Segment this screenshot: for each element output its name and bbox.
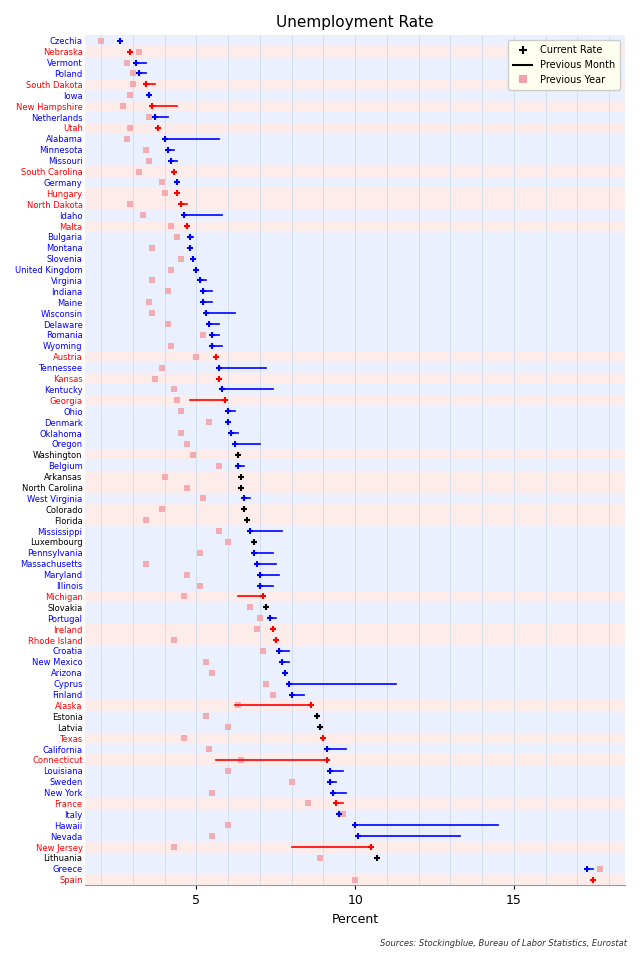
Bar	[85, 482, 625, 493]
Bar	[85, 875, 625, 885]
Bar	[85, 569, 625, 580]
Bar	[85, 711, 625, 722]
Bar	[85, 602, 625, 612]
Bar	[85, 58, 625, 68]
Bar	[85, 645, 625, 657]
Bar	[85, 667, 625, 678]
Bar	[85, 842, 625, 852]
X-axis label: Percent: Percent	[332, 913, 379, 925]
Bar	[85, 395, 625, 406]
Bar	[85, 79, 625, 90]
Bar	[85, 406, 625, 417]
Bar	[85, 732, 625, 744]
Bar	[85, 820, 625, 830]
Bar	[85, 144, 625, 156]
Bar	[85, 264, 625, 276]
Bar	[85, 417, 625, 427]
Bar	[85, 123, 625, 133]
Bar	[85, 101, 625, 111]
Bar	[85, 722, 625, 732]
Bar	[85, 526, 625, 537]
Bar	[85, 341, 625, 351]
Bar	[85, 689, 625, 700]
Bar	[85, 809, 625, 820]
Bar	[85, 427, 625, 439]
Bar	[85, 863, 625, 875]
Bar	[85, 777, 625, 787]
Text: Sources: Stockingblue, Bureau of Labor Statistics, Eurostat: Sources: Stockingblue, Bureau of Labor S…	[380, 939, 627, 948]
Bar	[85, 297, 625, 308]
Bar	[85, 351, 625, 362]
Bar	[85, 286, 625, 297]
Bar	[85, 177, 625, 188]
Bar	[85, 504, 625, 515]
Bar	[85, 156, 625, 166]
Bar	[85, 635, 625, 645]
Bar	[85, 580, 625, 591]
Bar	[85, 798, 625, 809]
Bar	[85, 612, 625, 624]
Bar	[85, 624, 625, 635]
Title: Unemployment Rate: Unemployment Rate	[276, 15, 434, 30]
Bar	[85, 242, 625, 253]
Bar	[85, 493, 625, 504]
Bar	[85, 515, 625, 526]
Bar	[85, 439, 625, 449]
Bar	[85, 460, 625, 471]
Bar	[85, 787, 625, 798]
Bar	[85, 744, 625, 755]
Bar	[85, 657, 625, 667]
Bar	[85, 253, 625, 264]
Bar	[85, 68, 625, 79]
Bar	[85, 559, 625, 569]
Bar	[85, 591, 625, 602]
Bar	[85, 700, 625, 711]
Bar	[85, 133, 625, 144]
Bar	[85, 308, 625, 319]
Bar	[85, 188, 625, 199]
Bar	[85, 678, 625, 689]
Bar	[85, 111, 625, 123]
Bar	[85, 36, 625, 46]
Bar	[85, 276, 625, 286]
Bar	[85, 373, 625, 384]
Legend: Current Rate, Previous Month, Previous Year: Current Rate, Previous Month, Previous Y…	[508, 40, 620, 89]
Bar	[85, 765, 625, 777]
Bar	[85, 221, 625, 231]
Bar	[85, 319, 625, 329]
Bar	[85, 830, 625, 842]
Bar	[85, 362, 625, 373]
Bar	[85, 537, 625, 547]
Bar	[85, 90, 625, 101]
Bar	[85, 755, 625, 765]
Bar	[85, 46, 625, 58]
Bar	[85, 449, 625, 460]
Bar	[85, 231, 625, 242]
Bar	[85, 547, 625, 559]
Bar	[85, 166, 625, 177]
Bar	[85, 209, 625, 221]
Bar	[85, 199, 625, 209]
Bar	[85, 471, 625, 482]
Bar	[85, 384, 625, 395]
Bar	[85, 329, 625, 341]
Bar	[85, 852, 625, 863]
